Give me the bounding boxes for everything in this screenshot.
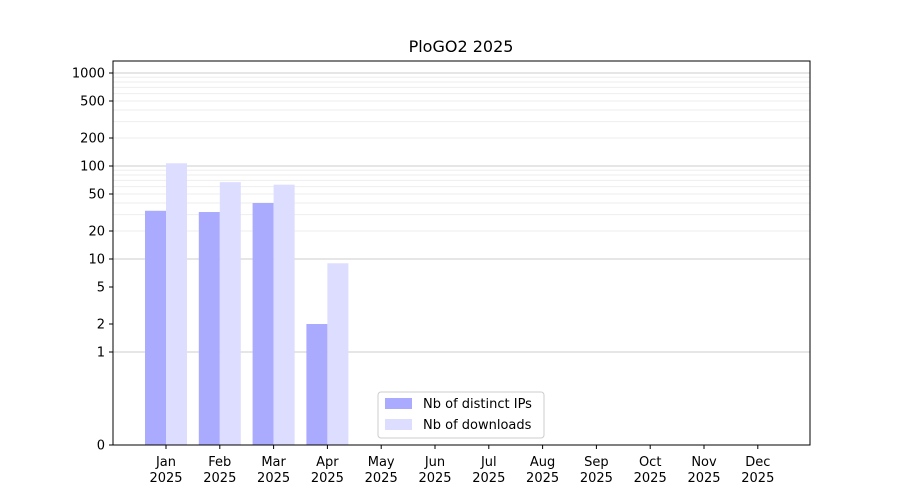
x-tick-label-month: Sep — [584, 455, 609, 470]
x-tick-label-year: 2025 — [741, 471, 774, 486]
legend-box — [377, 391, 545, 439]
y-tick-label: 5 — [97, 280, 105, 295]
x-tick-label-month: Jan — [155, 455, 176, 470]
y-tick-label: 1000 — [72, 67, 105, 82]
x-tick-label-year: 2025 — [203, 471, 236, 486]
x-axis: Jan2025Feb2025Mar2025Apr2025May2025Jun20… — [149, 445, 774, 486]
legend-label: Nb of downloads — [423, 418, 532, 433]
x-tick-label-year: 2025 — [149, 471, 182, 486]
x-tick-label-month: Apr — [316, 455, 339, 470]
bar-distinct-ips — [306, 324, 328, 445]
legend-swatch — [385, 419, 412, 430]
x-tick-label-month: Oct — [639, 455, 661, 470]
bar-distinct-ips — [252, 203, 274, 445]
bars-layer — [145, 163, 349, 446]
chart-title: PloGO2 2025 — [409, 37, 514, 56]
x-tick-label-year: 2025 — [526, 471, 559, 486]
x-tick-label-year: 2025 — [634, 471, 667, 486]
y-tick-label: 500 — [80, 94, 105, 109]
y-tick-label: 10 — [88, 253, 105, 268]
y-axis: 0 1 2 5 10 20 50 100 200 500 1000 — [72, 67, 113, 454]
x-tick-label-month: Jun — [424, 455, 445, 470]
bar-distinct-ips — [198, 212, 220, 445]
x-tick-label-month: Dec — [745, 455, 770, 470]
x-tick-label-year: 2025 — [472, 471, 505, 486]
x-tick-label-year: 2025 — [365, 471, 398, 486]
y-tick-label: 0 — [97, 439, 105, 454]
x-tick-label-year: 2025 — [687, 471, 720, 486]
legend-swatch — [385, 398, 412, 409]
y-tick-label: 1 — [97, 346, 105, 361]
x-tick-label-month: Mar — [261, 455, 286, 470]
y-tick-label: 200 — [80, 132, 105, 147]
legend-label: Nb of distinct IPs — [423, 397, 532, 412]
bar-downloads — [273, 184, 295, 446]
bar-downloads — [219, 182, 241, 445]
x-tick-label-year: 2025 — [257, 471, 290, 486]
y-tick-label: 100 — [80, 160, 105, 175]
bar-distinct-ips — [145, 210, 166, 445]
bar-downloads — [327, 263, 349, 445]
x-tick-label-month: Jul — [480, 455, 497, 470]
x-tick-label-year: 2025 — [311, 471, 344, 486]
x-tick-label-year: 2025 — [418, 471, 451, 486]
x-tick-label-month: Nov — [691, 455, 717, 470]
y-tick-label: 2 — [97, 318, 105, 333]
x-tick-label-year: 2025 — [580, 471, 613, 486]
legend: Nb of distinct IPs Nb of downloads — [377, 391, 545, 439]
x-tick-label-month: Aug — [530, 455, 555, 470]
y-tick-label: 20 — [88, 225, 105, 240]
bar-downloads — [166, 163, 187, 445]
y-tick-label: 50 — [88, 187, 105, 202]
plot-frame — [112, 60, 811, 446]
x-tick-label-month: Feb — [208, 455, 231, 470]
x-tick-label-month: May — [368, 455, 395, 470]
